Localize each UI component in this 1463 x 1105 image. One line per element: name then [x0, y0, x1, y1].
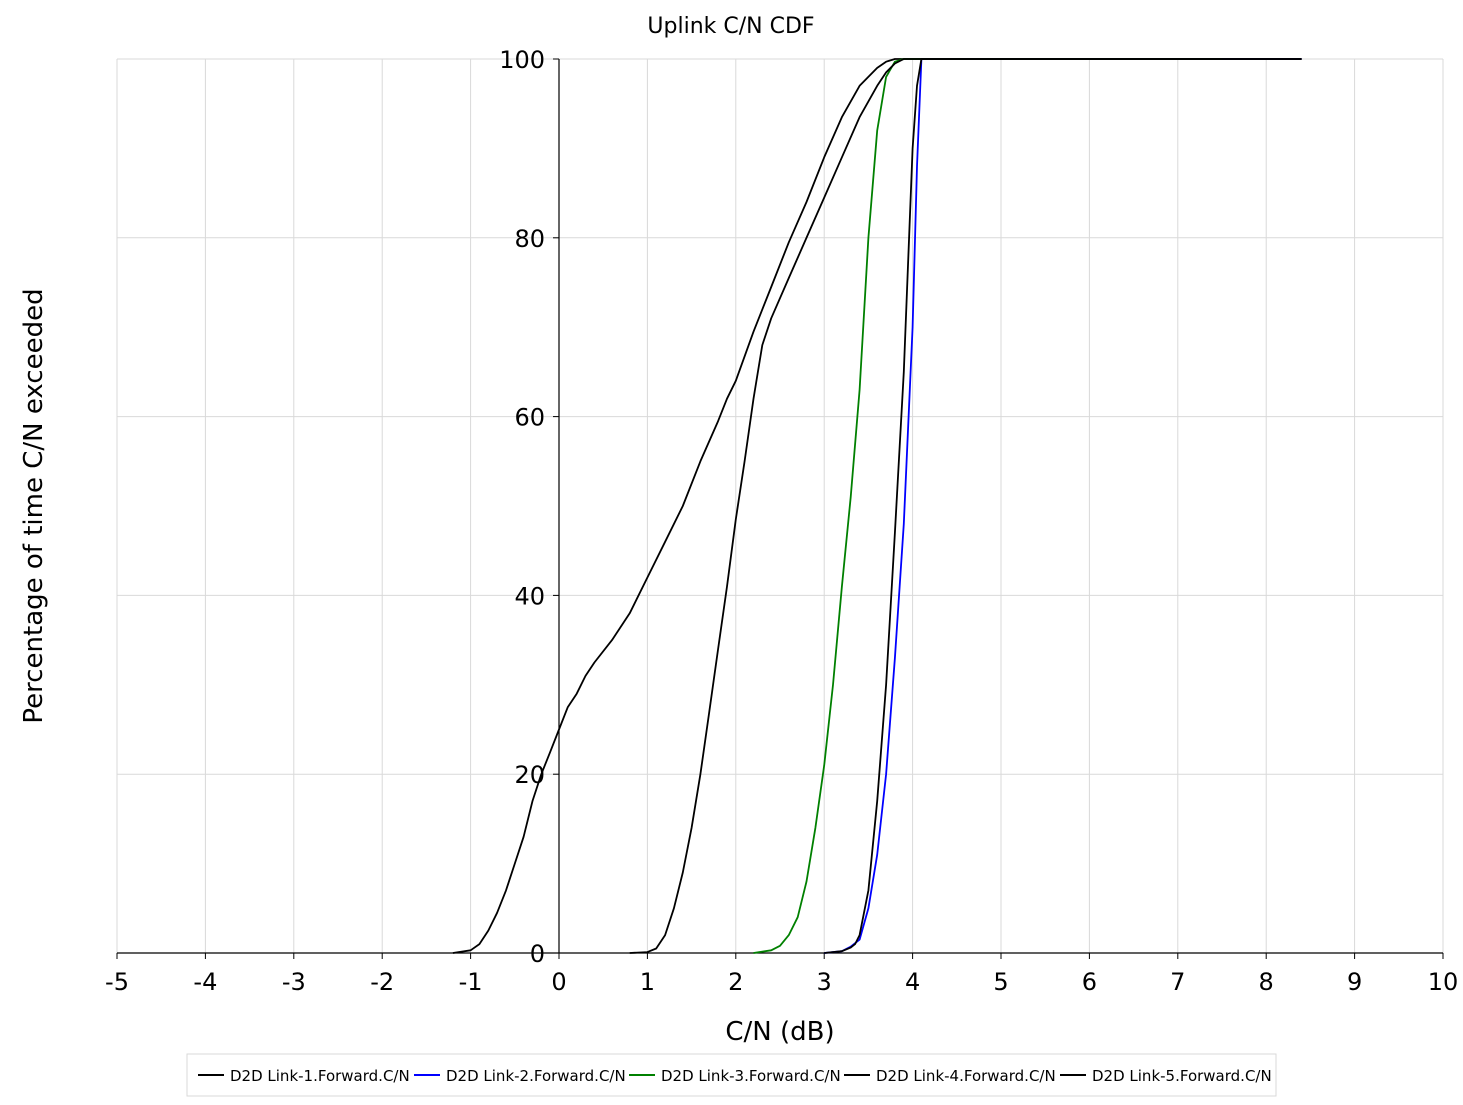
- x-tick-label-15: 10: [1428, 968, 1459, 996]
- x-tick-label-12: 7: [1170, 968, 1185, 996]
- legend: D2D Link-1.Forward.C/N D2D Link-2.Forward…: [187, 1054, 1276, 1096]
- legend-label-2: D2D Link-2.Forward.C/N: [446, 1067, 626, 1085]
- y-tick-label-0: 0: [530, 940, 545, 968]
- x-tick-label-1: -4: [193, 968, 217, 996]
- legend-label-5: D2D Link-5.Forward.C/N: [1092, 1067, 1272, 1085]
- x-tick-label-6: 1: [640, 968, 655, 996]
- y-tick-label-3: 60: [514, 404, 545, 432]
- x-tick-label-3: -2: [370, 968, 394, 996]
- chart-title: Uplink C/N CDF: [647, 14, 814, 39]
- x-axis-label: C/N (dB): [725, 1017, 834, 1047]
- legend-label-1: D2D Link-1.Forward.C/N: [230, 1067, 410, 1085]
- y-tick-label-2: 40: [514, 582, 545, 610]
- x-tick-label-2: -3: [282, 968, 306, 996]
- x-tick-label-7: 2: [728, 968, 743, 996]
- x-tick-label-8: 3: [817, 968, 832, 996]
- y-tick-label-4: 80: [514, 225, 545, 253]
- x-tick-label-5: 0: [551, 968, 566, 996]
- y-tick-label-1: 20: [514, 761, 545, 789]
- y-axis-label: Percentage of time C/N exceeded: [19, 288, 49, 723]
- x-tick-label-13: 8: [1259, 968, 1274, 996]
- x-tick-label-9: 4: [905, 968, 920, 996]
- x-tick-label-0: -5: [105, 968, 129, 996]
- legend-label-3: D2D Link-3.Forward.C/N: [661, 1067, 841, 1085]
- legend-label-4: D2D Link-4.Forward.C/N: [876, 1067, 1056, 1085]
- x-tick-label-11: 6: [1082, 968, 1097, 996]
- x-tick-label-14: 9: [1347, 968, 1362, 996]
- x-tick-label-10: 5: [993, 968, 1008, 996]
- y-tick-label-5: 100: [499, 46, 545, 74]
- x-tick-label-4: -1: [459, 968, 483, 996]
